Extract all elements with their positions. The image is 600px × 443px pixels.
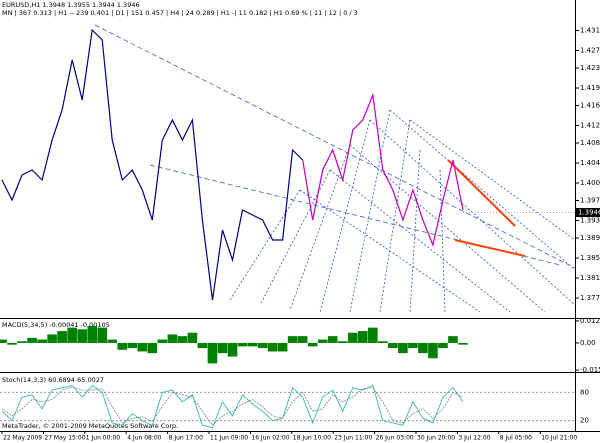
x-tick-label: 16 Jun 02:00 xyxy=(251,435,289,442)
y-tick-label: 1.4120 xyxy=(580,122,600,130)
macd-bar xyxy=(207,342,218,364)
macd-tick-label: 0.01298 xyxy=(580,317,600,325)
macd-bar xyxy=(247,342,258,347)
y-tick-label: 1.3970 xyxy=(580,197,600,205)
stoch-line xyxy=(1,384,464,429)
macd-bar xyxy=(87,325,97,343)
stoch-label: Stoch(14,3,3) 60.6894 65.0027 xyxy=(2,376,104,384)
macd-bar xyxy=(197,342,208,349)
macd-bar xyxy=(147,342,158,354)
macd-bar xyxy=(0,339,7,343)
macd-bar xyxy=(398,342,408,354)
macd-tick-label: -0.01597 xyxy=(580,366,600,374)
macd-bar xyxy=(347,332,358,343)
last-price-box xyxy=(576,208,600,217)
macd-tick-label: 0.00 xyxy=(580,339,596,347)
orange-line xyxy=(447,159,516,227)
y-tick-label: 1.3895 xyxy=(580,234,600,242)
macd-bar xyxy=(337,341,348,343)
price-line xyxy=(1,28,304,301)
macd-bar xyxy=(117,342,128,350)
macd-bar xyxy=(27,337,37,343)
macd-bar xyxy=(277,342,288,352)
x-tick-label: 1 Jun 00:00 xyxy=(86,435,120,442)
y-tick-label: 1.4160 xyxy=(580,102,600,110)
macd-bar xyxy=(378,341,388,343)
y-tick-label: 1.4195 xyxy=(580,84,600,92)
chart-info: MN | 367 0.313 | H1 -- 239 0.401 | D1 | … xyxy=(2,9,358,17)
macd-bar xyxy=(307,342,318,347)
price-line xyxy=(302,92,464,248)
macd-bar xyxy=(37,339,47,343)
y-tick-label: 1.3930 xyxy=(580,217,600,225)
x-tick-label: 18 Jun 10:00 xyxy=(293,435,331,442)
macd-bar xyxy=(237,342,248,347)
stoch-line xyxy=(1,386,464,426)
macd-bar xyxy=(7,342,17,345)
stoch-tick-label: 80 xyxy=(580,388,589,396)
macd-bar xyxy=(67,327,77,343)
macd-bar xyxy=(57,331,67,343)
y-tick-label: 1.4085 xyxy=(580,139,600,147)
x-tick-label: 22 May 2009 xyxy=(3,435,42,442)
macd-label: MACD(5,34,5) -0.00041 -0.00105 xyxy=(2,321,110,329)
y-tick-label: 1.3775 xyxy=(580,294,600,302)
y-tick-label: 1.4005 xyxy=(580,179,600,187)
macd-bar xyxy=(227,342,238,357)
macd-bar xyxy=(127,342,138,349)
macd-bar xyxy=(317,339,328,343)
x-tick-label: 30 Jun 20:00 xyxy=(417,435,455,442)
macd-bar xyxy=(448,336,458,343)
macd-bar xyxy=(438,342,448,349)
y-tick-label: 1.4270 xyxy=(580,47,600,55)
macd-bar xyxy=(297,336,308,343)
macd-bar xyxy=(357,331,368,343)
macd-bar xyxy=(418,342,428,354)
macd-bar xyxy=(77,329,87,343)
y-tick-label: 1.4235 xyxy=(580,64,600,72)
macd-bar xyxy=(157,339,168,343)
trend-line xyxy=(94,24,576,269)
y-tick-label: 1.4045 xyxy=(580,159,600,167)
chart-header: EURUSD,H1 1.3948 1.3955 1.3944 1.3946 xyxy=(2,1,140,9)
macd-bar xyxy=(187,332,198,343)
macd-bar xyxy=(167,334,178,343)
y-tick-label: 1.4310 xyxy=(580,27,600,35)
x-tick-label: 10 Jul 21:00 xyxy=(541,435,577,442)
macd-bar xyxy=(107,339,118,343)
trend-line xyxy=(149,164,561,266)
macd-bar xyxy=(47,334,57,343)
macd-bar xyxy=(137,342,148,352)
macd-bar xyxy=(257,342,268,349)
last-price-label: 1.3946 xyxy=(578,209,600,217)
y-tick-label: 1.3855 xyxy=(580,254,600,262)
macd-bar xyxy=(408,342,418,349)
macd-bar xyxy=(217,342,228,354)
footer: MetaTrader, © 2001-2009 MetaQuotes Softw… xyxy=(2,422,178,430)
frame xyxy=(0,0,600,432)
x-tick-label: 23 Jun 11:00 xyxy=(334,435,372,442)
x-tick-label: 3 Jul 12:00 xyxy=(458,435,490,442)
macd-bar xyxy=(428,342,438,359)
x-tick-label: 8 Jun 17:00 xyxy=(169,435,203,442)
x-tick-label: 26 Jun 03:00 xyxy=(376,435,414,442)
y-tick-label: 1.3815 xyxy=(580,274,600,282)
macd-bar xyxy=(17,341,27,343)
macd-bar xyxy=(177,336,188,343)
x-tick-label: 11 Jun 09:00 xyxy=(210,435,248,442)
macd-bar xyxy=(287,336,298,343)
orange-line xyxy=(454,239,526,257)
macd-bar xyxy=(388,342,398,349)
macd-bar xyxy=(458,342,468,345)
x-tick-label: 27 May 15:00 xyxy=(44,435,85,442)
x-tick-label: 8 Jul 05:00 xyxy=(500,435,532,442)
x-tick-label: 4 Jun 08:00 xyxy=(127,435,161,442)
macd-bar xyxy=(97,327,108,343)
stoch-tick-label: 20 xyxy=(580,417,589,425)
macd-bar xyxy=(267,342,278,352)
macd-bar xyxy=(368,327,378,343)
macd-bar xyxy=(327,336,338,343)
